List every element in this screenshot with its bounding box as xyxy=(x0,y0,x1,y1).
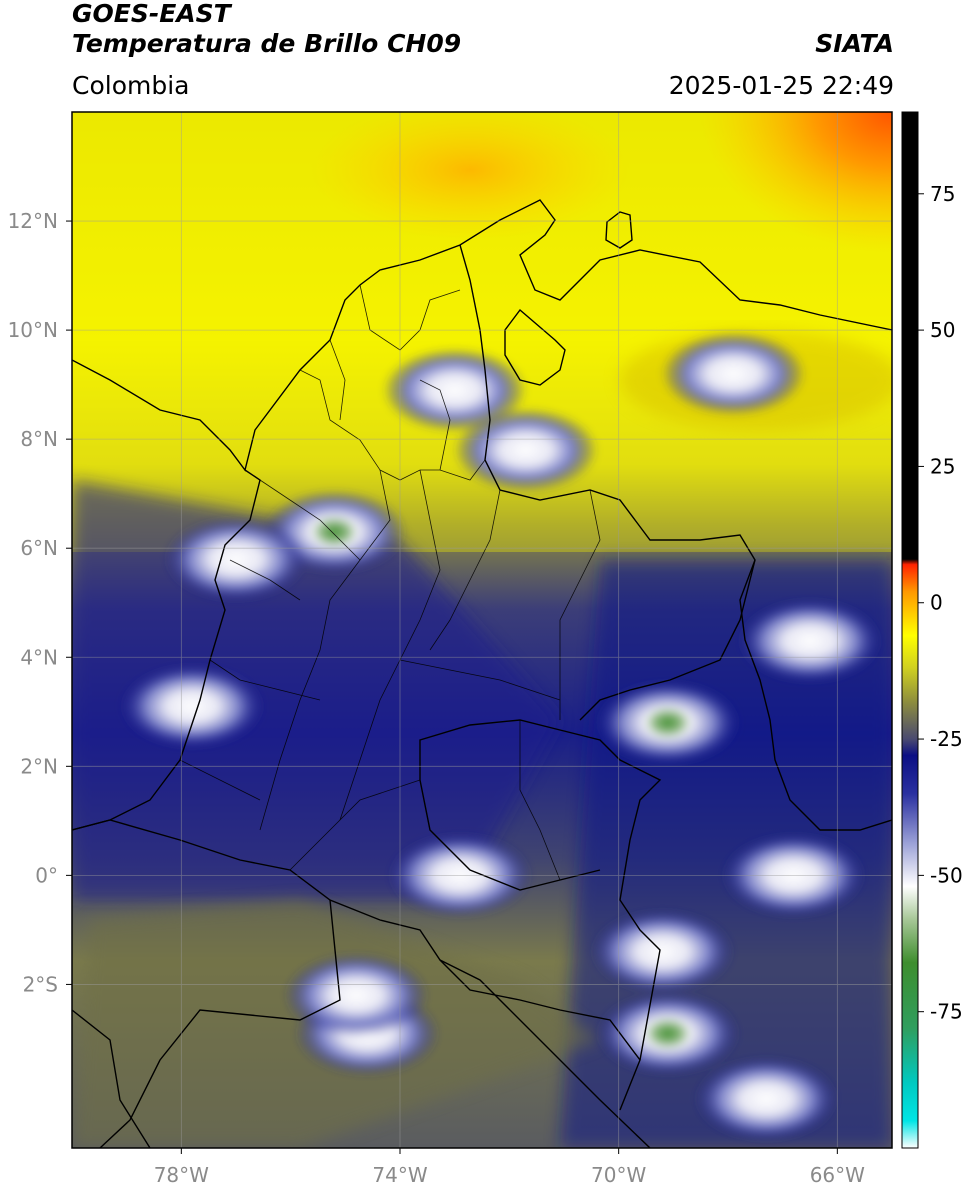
lat-tick-label: 12°N xyxy=(8,209,58,233)
lat-tick-label: 2°N xyxy=(20,754,58,778)
datetime-label: 2025-01-25 22:49 xyxy=(668,71,894,100)
cloud-cell xyxy=(164,517,308,602)
lat-tick-label: 6°N xyxy=(20,536,58,560)
colorbar-tick-label: -50 xyxy=(930,863,963,887)
cloud-cell xyxy=(382,348,527,433)
brand-label: SIATA xyxy=(815,29,894,58)
cloud-core xyxy=(641,704,694,741)
map-frame xyxy=(71,111,893,1149)
departments xyxy=(179,284,601,881)
latitude-labels: 12°N 10°N 8°N 6°N 4°N 2°N 0° 2°S xyxy=(8,209,72,996)
region-label: Colombia xyxy=(72,71,190,100)
product-title: Temperatura de Brillo CH09 xyxy=(72,29,462,58)
cloud-cell xyxy=(590,909,735,994)
colorbar-tick-label: 0 xyxy=(930,591,943,615)
longitude-labels: 78°W 74°W 70°W 66°W xyxy=(154,1148,865,1187)
map-imagery xyxy=(72,112,892,1148)
lat-tick-label: 4°N xyxy=(20,645,58,669)
lon-tick-label: 78°W xyxy=(154,1163,209,1187)
satellite-title: GOES-EAST xyxy=(72,0,231,28)
colorbar-tick-label: 75 xyxy=(930,182,955,206)
lon-tick-label: 70°W xyxy=(591,1163,646,1187)
borders xyxy=(72,199,892,1148)
lat-tick-label: 10°N xyxy=(8,318,58,342)
cloud-core xyxy=(308,513,361,550)
gridlines xyxy=(72,112,892,1148)
cloud-cell xyxy=(453,408,598,493)
lat-tick-label: 8°N xyxy=(20,427,58,451)
colorbar-tick-label: 25 xyxy=(930,454,955,478)
cloud-cell xyxy=(284,953,429,1038)
cloud-core xyxy=(641,1015,694,1052)
cloud-cell xyxy=(120,664,265,749)
colorbar-tick-label: 50 xyxy=(930,318,955,342)
cloud-cell xyxy=(694,1056,839,1141)
lon-tick-label: 66°W xyxy=(810,1163,865,1187)
cloud-cell xyxy=(738,598,882,683)
colorbar-tick-label: -25 xyxy=(930,727,963,751)
lon-tick-label: 74°W xyxy=(372,1163,427,1187)
lat-tick-label: 0° xyxy=(35,863,58,887)
colorbar: 75 50 25 0 -25 -50 -75 xyxy=(901,111,963,1149)
lat-tick-label: 2°S xyxy=(23,972,58,996)
colorbar-tick-label: -75 xyxy=(930,1000,963,1024)
cloud-cell xyxy=(661,331,806,416)
